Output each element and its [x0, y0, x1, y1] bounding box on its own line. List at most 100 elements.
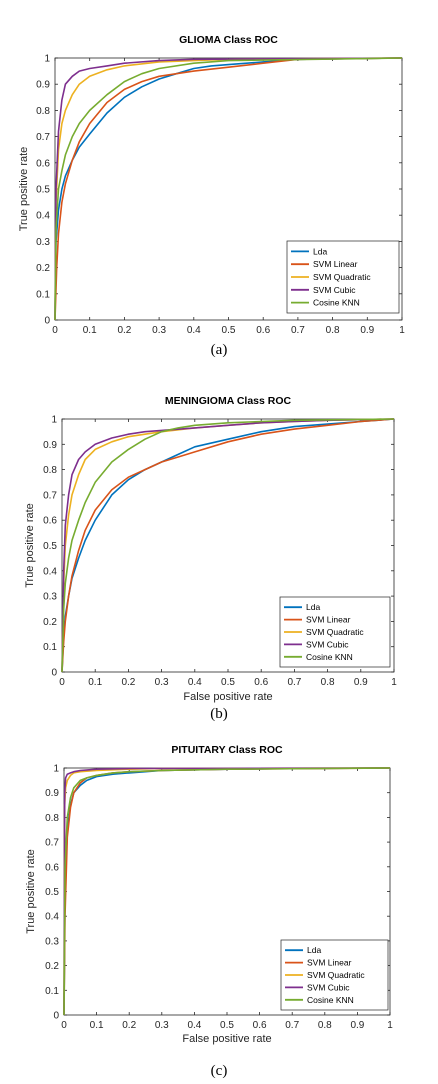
series-line-svm-cubic — [61, 418, 395, 673]
glioma-roc-panel: 0 0.1 0.2 0.3 0.4 0.5 0.6 0.7 0.8 0.9 1 0 0.1 0.2 0.3 0… — [0, 0, 438, 362]
x-tick-label: 0.8 — [318, 1020, 332, 1031]
y-tick-label: 0.5 — [36, 185, 50, 196]
y-tick-label: 0.2 — [45, 961, 59, 972]
x-tick-label: 0 — [52, 325, 58, 336]
legend-label: SVM Cubic — [306, 639, 349, 649]
legend-label: SVM Cubic — [313, 285, 356, 295]
x-tick-label: 0.9 — [360, 325, 374, 336]
y-tick-label: 0.1 — [43, 642, 57, 653]
y-tick-label: 0.2 — [36, 263, 50, 274]
y-tick-label: 0 — [44, 316, 50, 327]
y-tick-label: 0.3 — [45, 936, 59, 947]
legend-label: SVM Cubic — [307, 982, 350, 992]
y-axis-label: True positive rate — [18, 147, 30, 232]
chart-title: PITUITARY Class ROC — [171, 744, 283, 756]
x-tick-label: 0.4 — [188, 677, 202, 688]
legend-label: Cosine KNN — [306, 652, 353, 662]
y-tick-label: 0.9 — [45, 788, 59, 799]
x-tick-label: 1 — [387, 1020, 393, 1031]
x-tick-label: 0.4 — [187, 1020, 201, 1031]
y-tick-label: 0.9 — [36, 80, 50, 91]
meningioma-roc-chart: 0 0.1 0.2 0.3 0.4 0.5 0.6 0.7 0.8 0.9 1 0 0.1 0.2 0.3 0… — [24, 395, 397, 703]
x-tick-label: 0.5 — [222, 325, 236, 336]
x-tick-label: 0 — [61, 1020, 67, 1031]
series-line-svm-linear — [61, 418, 395, 673]
pituitary-roc-chart: 0 0.1 0.2 0.3 0.4 0.5 0.6 0.7 0.8 0.9 1 0 0.1 0.2 0.3 0… — [25, 744, 393, 1045]
y-tick-label: 0.6 — [43, 516, 57, 527]
x-tick-label: 0.1 — [83, 325, 97, 336]
y-tick-label: 0.4 — [36, 211, 50, 222]
x-tick-label: 0.2 — [121, 677, 135, 688]
legend-label: SVM Quadratic — [313, 272, 371, 282]
y-tick-label: 0.4 — [45, 912, 59, 923]
y-tick-label: 0.3 — [43, 592, 57, 603]
x-tick-label: 0.8 — [326, 325, 340, 336]
y-tick-label: 0.5 — [43, 541, 57, 552]
x-tick-label: 0.9 — [350, 1020, 364, 1031]
caption-c: (c) — [210, 1063, 228, 1079]
series-line-svm-linear — [54, 57, 403, 321]
pituitary-roc-panel: 0 0.1 0.2 0.3 0.4 0.5 0.6 0.7 0.8 0.9 1 0 0.1 0.2 0.3 0… — [0, 722, 438, 1084]
legend-label: SVM Quadratic — [306, 627, 364, 637]
series-line-cosine-knn — [63, 767, 391, 1016]
series-line-svm-cubic — [54, 57, 403, 321]
series-line-cosine-knn — [61, 418, 395, 673]
x-axis-label: False positive rate — [183, 691, 272, 703]
series-line-cosine-knn — [54, 57, 403, 321]
y-axis-label: True positive rate — [24, 503, 36, 588]
x-tick-label: 0.1 — [88, 677, 102, 688]
caption-b: (b) — [210, 706, 228, 722]
legend-label: SVM Linear — [313, 259, 358, 269]
x-tick-label: 0.6 — [253, 1020, 267, 1031]
y-tick-label: 0.9 — [43, 440, 57, 451]
y-tick-label: 0.8 — [43, 465, 57, 476]
y-tick-label: 0.7 — [43, 490, 57, 501]
x-tick-label: 0.6 — [254, 677, 268, 688]
x-axis-label: False positive rate — [184, 341, 273, 342]
y-tick-label: 0.1 — [36, 289, 50, 300]
y-tick-label: 0.7 — [45, 838, 59, 849]
y-tick-label: 0.7 — [36, 132, 50, 143]
x-tick-label: 0.6 — [256, 325, 270, 336]
legend-label: SVM Quadratic — [307, 970, 365, 980]
x-tick-label: 0.5 — [221, 677, 235, 688]
x-tick-label: 0.7 — [287, 677, 301, 688]
series-line-lda — [54, 57, 403, 321]
y-tick-label: 1 — [44, 54, 50, 65]
x-axis-label: False positive rate — [182, 1033, 271, 1045]
y-tick-label: 0.8 — [36, 106, 50, 117]
y-tick-label: 0.3 — [36, 237, 50, 248]
legend-label: Lda — [307, 945, 321, 955]
chart-title: MENINGIOMA Class ROC — [165, 395, 292, 407]
chart-title: GLIOMA Class ROC — [179, 34, 278, 46]
x-tick-label: 0.3 — [155, 677, 169, 688]
x-tick-label: 0.7 — [285, 1020, 299, 1031]
x-tick-label: 0.8 — [321, 677, 335, 688]
legend-label: Cosine KNN — [313, 298, 360, 308]
legend-label: SVM Linear — [307, 958, 352, 968]
y-tick-label: 0.5 — [45, 887, 59, 898]
x-tick-label: 0.5 — [220, 1020, 234, 1031]
y-tick-label: 0.8 — [45, 813, 59, 824]
y-tick-label: 0.1 — [45, 986, 59, 997]
y-tick-label: 0.4 — [43, 566, 57, 577]
x-tick-label: 0.2 — [117, 325, 131, 336]
x-tick-label: 0.4 — [187, 325, 201, 336]
legend-label: SVM Linear — [306, 615, 351, 625]
x-tick-label: 0.9 — [354, 677, 368, 688]
x-tick-label: 1 — [391, 677, 397, 688]
series-line-svm-cubic — [63, 767, 391, 1016]
y-tick-label: 1 — [53, 764, 59, 775]
x-tick-label: 0.3 — [155, 1020, 169, 1031]
y-tick-label: 0.6 — [36, 158, 50, 169]
legend-label: Lda — [313, 246, 327, 256]
x-tick-label: 0.1 — [90, 1020, 104, 1031]
y-tick-label: 0.6 — [45, 862, 59, 873]
legend-label: Lda — [306, 602, 320, 612]
legend-label: Cosine KNN — [307, 995, 354, 1005]
x-tick-label: 0.2 — [122, 1020, 136, 1031]
x-tick-label: 0 — [59, 677, 65, 688]
y-tick-label: 0 — [53, 1011, 59, 1022]
y-tick-label: 1 — [51, 415, 57, 426]
x-tick-label: 0.7 — [291, 325, 305, 336]
